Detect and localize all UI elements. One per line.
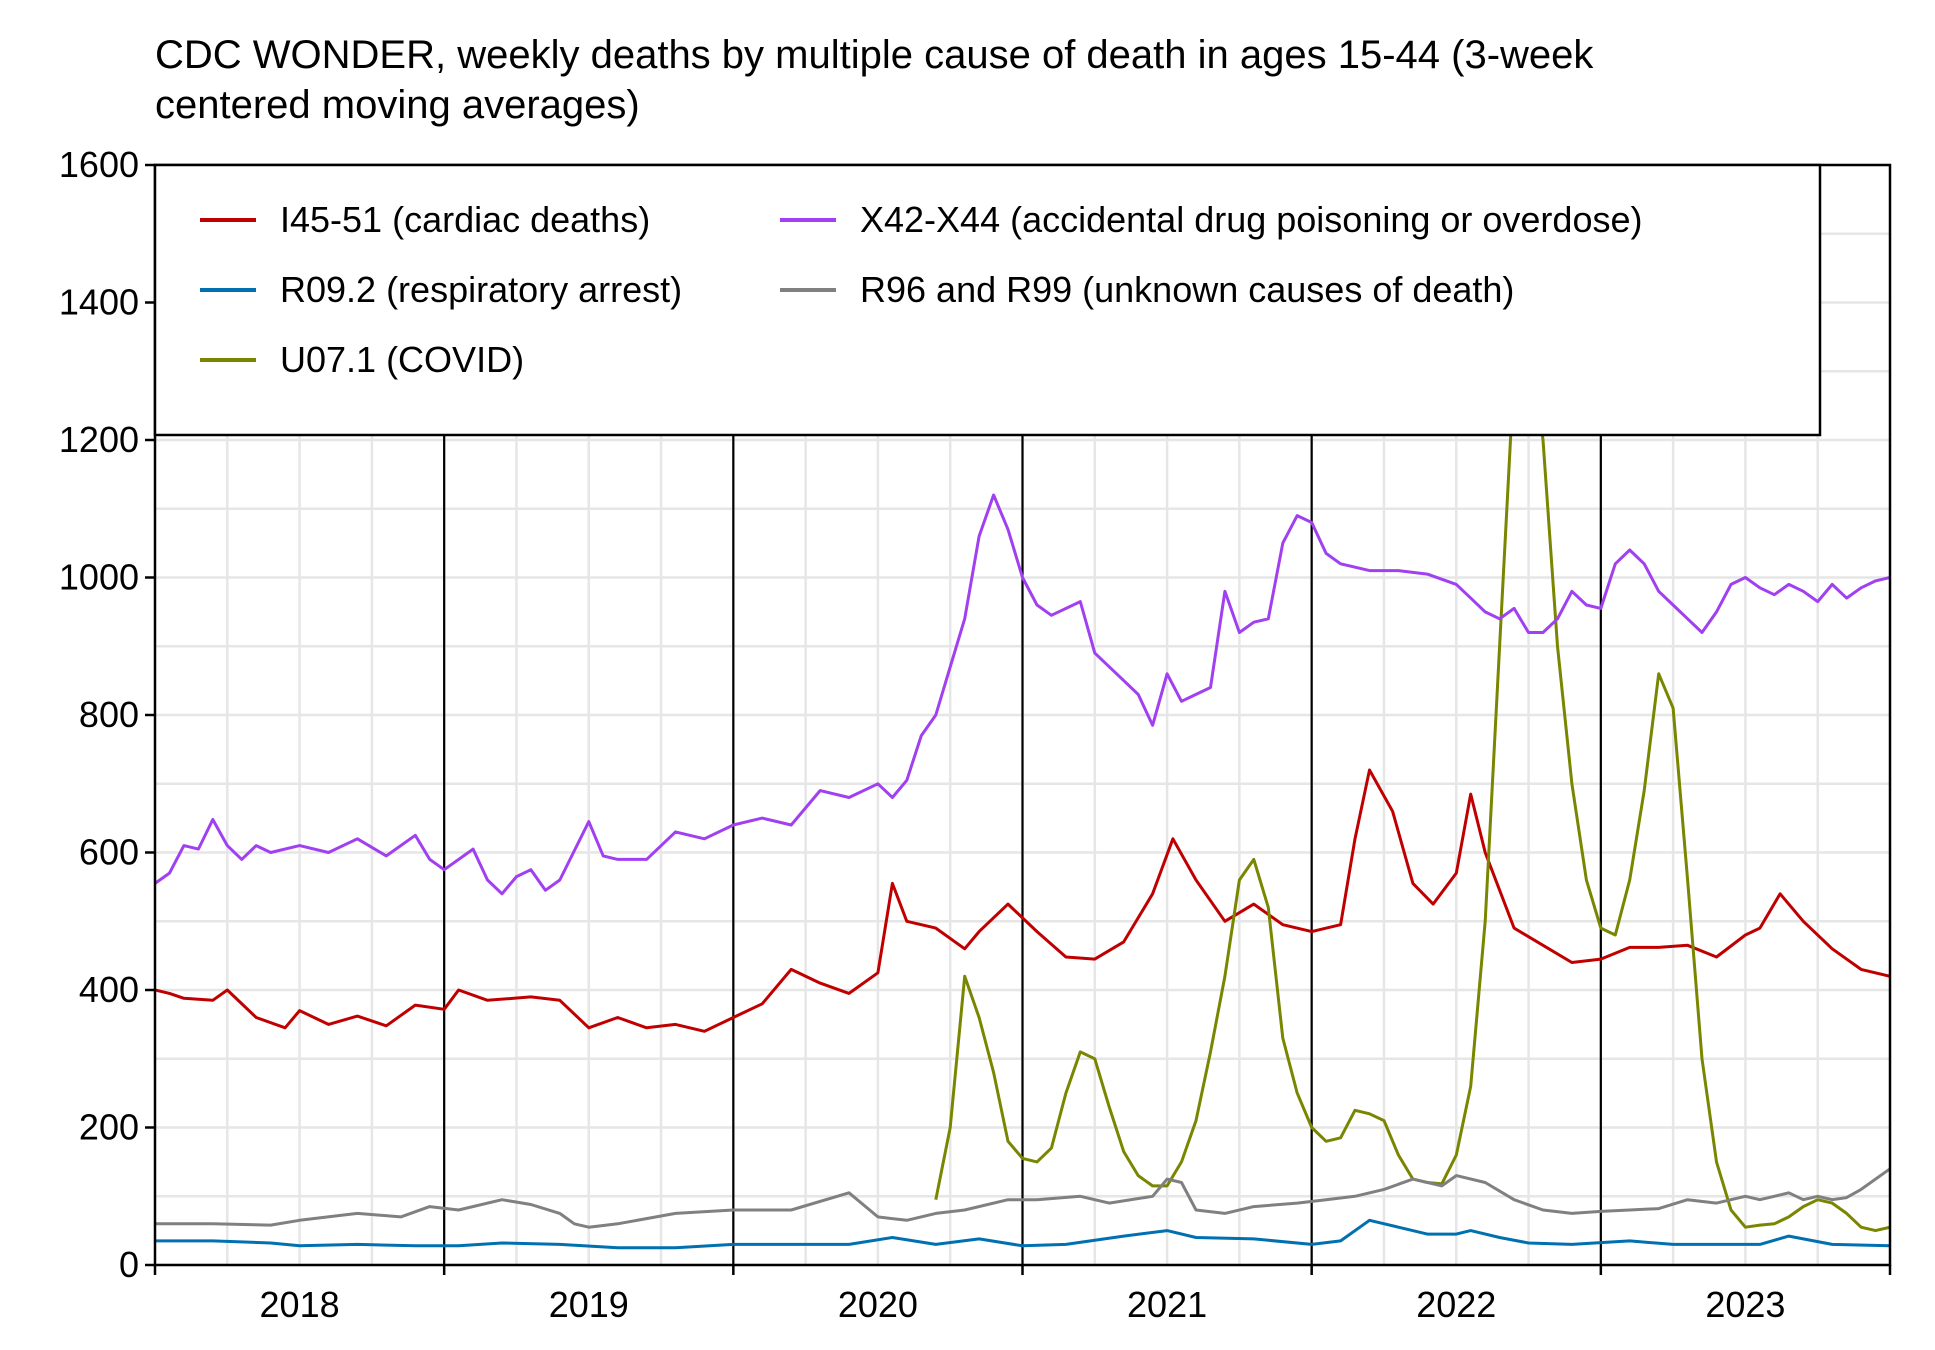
legend-item-0: I45-51 (cardiac deaths) <box>200 199 650 240</box>
y-tick-label: 1600 <box>59 144 139 185</box>
series-line-0 <box>155 768 1890 1033</box>
legend-item-4: R96 and R99 (unknown causes of death) <box>780 269 1514 310</box>
legend-label: R96 and R99 (unknown causes of death) <box>860 269 1514 310</box>
chart-title-line-2: centered moving averages) <box>155 83 640 127</box>
y-tick-label: 200 <box>79 1107 139 1148</box>
y-tick-label: 600 <box>79 832 139 873</box>
legend-item-2: U07.1 (COVID) <box>200 339 524 380</box>
legend-label: X42-X44 (accidental drug poisoning or ov… <box>860 199 1642 240</box>
x-axis: 2018 2019 2020 2021 2022 2023 <box>153 1265 1892 1325</box>
legend-box <box>153 163 1822 437</box>
y-tick-label: 1400 <box>59 282 139 323</box>
chart-title: CDC WONDER, weekly deaths by multiple ca… <box>155 33 1594 127</box>
series-lines <box>155 321 1890 1250</box>
y-tick-label: 400 <box>79 969 139 1010</box>
series-line-4 <box>155 1167 1890 1229</box>
legend-label: U07.1 (COVID) <box>280 339 524 380</box>
series-line-1 <box>155 1218 1890 1250</box>
legend-label: R09.2 (respiratory arrest) <box>280 269 682 310</box>
y-tick-label: 800 <box>79 694 139 735</box>
legend-label: I45-51 (cardiac deaths) <box>280 199 650 240</box>
series-line-3 <box>155 493 1890 896</box>
legend-item-1: R09.2 (respiratory arrest) <box>200 269 682 310</box>
y-tick-label: 1200 <box>59 419 139 460</box>
y-axis: 0 200 400 600 800 1000 1200 1400 1600 <box>59 144 155 1285</box>
x-tick-label: 2021 <box>1127 1284 1207 1325</box>
x-tick-label: 2018 <box>260 1284 340 1325</box>
x-tick-label: 2023 <box>1705 1284 1785 1325</box>
chart-title-line-1: CDC WONDER, weekly deaths by multiple ca… <box>155 33 1594 77</box>
y-tick-label: 1000 <box>59 557 139 598</box>
legend-item-3: X42-X44 (accidental drug poisoning or ov… <box>780 199 1642 240</box>
x-tick-label: 2019 <box>549 1284 629 1325</box>
series-line-2 <box>934 321 1890 1233</box>
y-tick-label: 0 <box>119 1244 139 1285</box>
x-tick-label: 2022 <box>1416 1284 1496 1325</box>
legend: I45-51 (cardiac deaths) R09.2 (respirator… <box>153 163 1822 437</box>
x-tick-label: 2020 <box>838 1284 918 1325</box>
